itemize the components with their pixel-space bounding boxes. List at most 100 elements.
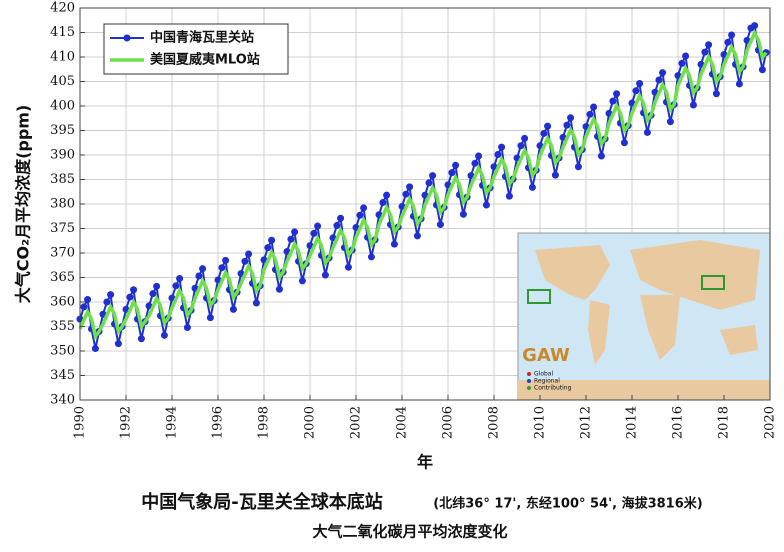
- map-legend-label: Contributing: [534, 385, 572, 392]
- map-legend-label: Regional: [534, 378, 560, 385]
- data-point: [333, 222, 341, 230]
- y-tick-label: 360: [50, 295, 75, 310]
- data-point: [107, 291, 115, 299]
- data-point: [528, 183, 536, 191]
- y-tick-label: 410: [50, 50, 75, 65]
- data-point: [137, 335, 145, 343]
- chart-subtitle: 大气二氧化碳月平均浓度变化: [312, 523, 507, 541]
- y-axis-label: 大气CO₂月平均浓度(ppm): [14, 105, 33, 304]
- data-point: [701, 48, 709, 56]
- y-tick-label: 390: [50, 148, 75, 163]
- x-tick-label: 2020: [763, 406, 778, 439]
- map-land: [518, 380, 770, 400]
- data-point: [632, 87, 640, 95]
- data-point: [567, 114, 575, 122]
- data-point: [153, 282, 161, 290]
- title-note: (北纬36° 17', 东经100° 54', 海拔3816米): [433, 496, 702, 512]
- data-point: [425, 179, 433, 187]
- data-point: [176, 274, 184, 282]
- data-point: [436, 221, 444, 229]
- data-point: [751, 22, 759, 30]
- data-point: [84, 296, 92, 304]
- x-tick-label: 2016: [671, 406, 686, 439]
- x-tick-label: 2012: [579, 406, 594, 439]
- data-point: [114, 340, 122, 348]
- x-tick-label: 1994: [165, 406, 180, 439]
- x-tick-label: 2000: [303, 406, 318, 439]
- map-highlight: [701, 275, 725, 290]
- y-tick-label: 375: [50, 221, 75, 236]
- data-point: [613, 90, 621, 98]
- data-point: [390, 240, 398, 248]
- series-line: [78, 28, 768, 341]
- y-tick-label: 355: [50, 319, 75, 334]
- data-point: [321, 271, 329, 279]
- legend-label: 中国青海瓦里关站: [150, 30, 254, 46]
- data-point: [482, 201, 490, 209]
- y-tick-label: 370: [50, 246, 75, 261]
- data-point: [344, 263, 352, 271]
- data-point: [275, 285, 283, 293]
- data-point: [252, 299, 260, 307]
- map-land: [588, 300, 610, 365]
- data-point: [597, 152, 605, 160]
- map-legend-label: Global: [534, 371, 553, 378]
- map-highlight: [527, 289, 551, 304]
- x-tick-label: 1998: [257, 406, 272, 439]
- data-point: [429, 172, 437, 180]
- data-point: [218, 264, 226, 272]
- data-point: [448, 169, 456, 177]
- y-tick-label: 405: [50, 74, 75, 89]
- y-tick-label: 415: [50, 25, 75, 40]
- data-point: [264, 244, 272, 252]
- data-point: [498, 143, 506, 151]
- plot: [76, 22, 770, 353]
- data-point: [356, 211, 364, 219]
- data-point: [636, 79, 644, 87]
- data-point: [590, 103, 598, 111]
- data-point: [540, 129, 548, 137]
- x-tick-label: 1990: [73, 406, 88, 439]
- x-tick-label: 2002: [349, 406, 364, 439]
- data-point: [172, 282, 180, 290]
- data-point: [620, 139, 628, 147]
- data-point: [475, 152, 483, 160]
- x-tick-label: 2010: [533, 406, 548, 439]
- legend-box: [103, 23, 289, 75]
- data-point: [291, 228, 299, 236]
- data-point: [609, 97, 617, 105]
- data-point: [298, 277, 306, 285]
- data-point: [655, 76, 663, 84]
- data-point: [222, 256, 230, 264]
- data-point: [471, 159, 479, 167]
- data-point: [452, 161, 460, 169]
- data-point: [268, 236, 276, 244]
- map-legend-dot: [527, 372, 531, 376]
- data-point: [459, 210, 467, 218]
- x-tick-label: 1992: [119, 406, 134, 439]
- y-tick-label: 340: [50, 393, 75, 408]
- data-point: [206, 314, 214, 322]
- data-point: [126, 293, 134, 301]
- data-point: [183, 323, 191, 331]
- y-tick-label: 395: [50, 123, 75, 138]
- x-tick-label: 2014: [625, 406, 640, 439]
- data-point: [199, 265, 207, 273]
- data-point: [245, 250, 253, 258]
- data-point: [310, 229, 318, 237]
- y-tick-label: 345: [50, 368, 75, 383]
- map-land: [640, 295, 680, 360]
- data-point: [505, 192, 513, 200]
- legend-label: 美国夏威夷MLO站: [150, 52, 260, 68]
- x-axis-label: 年: [417, 453, 433, 472]
- x-tick-label: 1996: [211, 406, 226, 439]
- x-tick-label: 2008: [487, 406, 502, 439]
- data-point: [666, 118, 674, 126]
- map-legend-dot: [527, 379, 531, 383]
- data-point: [521, 134, 529, 142]
- y-tick-label: 420: [50, 1, 75, 16]
- data-point: [735, 80, 743, 88]
